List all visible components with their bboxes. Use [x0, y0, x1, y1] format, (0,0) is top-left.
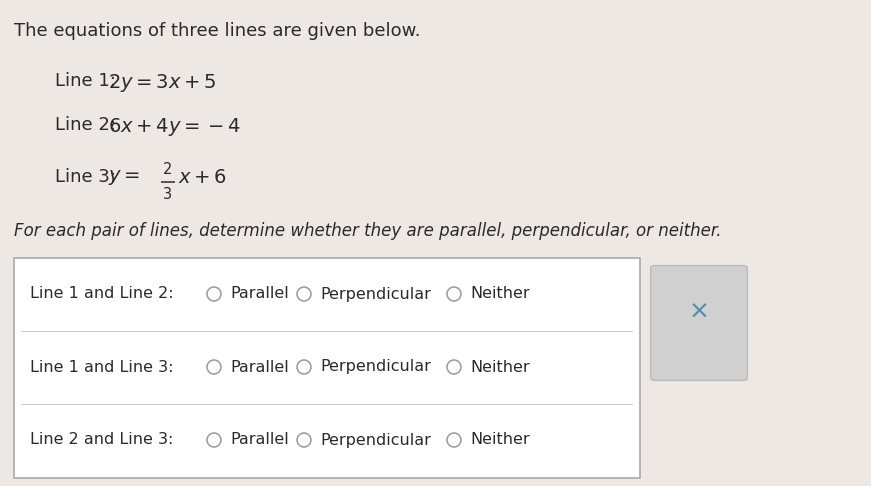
- Text: For each pair of lines, determine whether they are parallel, perpendicular, or n: For each pair of lines, determine whethe…: [14, 222, 721, 240]
- FancyBboxPatch shape: [651, 265, 747, 381]
- Text: Line 2:: Line 2:: [55, 116, 122, 134]
- Text: Perpendicular: Perpendicular: [320, 360, 431, 375]
- Text: $x+6$: $x+6$: [178, 168, 227, 187]
- Text: Neither: Neither: [470, 360, 530, 375]
- Text: Parallel: Parallel: [230, 360, 289, 375]
- Text: 3: 3: [164, 187, 172, 202]
- Text: Perpendicular: Perpendicular: [320, 433, 431, 448]
- Text: Line 3:: Line 3:: [55, 168, 122, 186]
- Text: Perpendicular: Perpendicular: [320, 287, 431, 301]
- Text: Parallel: Parallel: [230, 433, 289, 448]
- Text: Neither: Neither: [470, 433, 530, 448]
- Text: Line 1:: Line 1:: [55, 72, 122, 90]
- Text: $y = $: $y = $: [108, 168, 140, 187]
- Text: Line 1 and Line 3:: Line 1 and Line 3:: [30, 360, 173, 375]
- Text: $6x+4y = -4$: $6x+4y = -4$: [108, 116, 241, 138]
- Text: Line 1 and Line 2:: Line 1 and Line 2:: [30, 287, 173, 301]
- Text: Parallel: Parallel: [230, 287, 289, 301]
- Text: The equations of three lines are given below.: The equations of three lines are given b…: [14, 22, 421, 40]
- Text: 2: 2: [163, 162, 172, 177]
- Text: Line 2 and Line 3:: Line 2 and Line 3:: [30, 433, 173, 448]
- Text: ×: ×: [688, 300, 710, 324]
- Text: Neither: Neither: [470, 287, 530, 301]
- Text: $2y = 3x+5$: $2y = 3x+5$: [108, 72, 217, 94]
- FancyBboxPatch shape: [14, 258, 640, 478]
